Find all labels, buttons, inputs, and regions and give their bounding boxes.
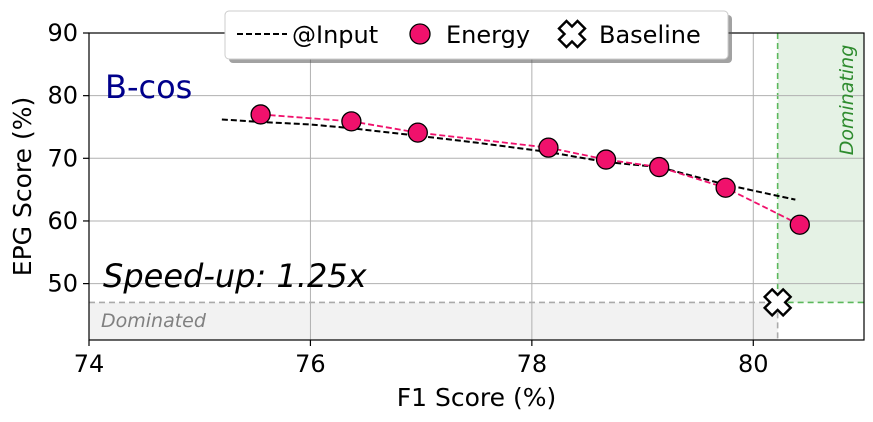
x-tick-label: 74 [74, 350, 105, 378]
dominating-label: Dominating [836, 45, 858, 156]
series-layer [221, 104, 810, 318]
energy-point [789, 214, 810, 235]
legend-energy-swatch [409, 23, 431, 45]
dominating-region [777, 33, 864, 303]
baseline-point [762, 287, 793, 318]
legend-baseline-label: Baseline [599, 21, 701, 49]
legend-baseline-swatch [557, 19, 587, 49]
legend-box [224, 10, 729, 60]
y-tick-label: 80 [47, 82, 78, 110]
energy-series-line [260, 113, 801, 226]
energy-point [715, 177, 736, 198]
energy-point [341, 111, 362, 132]
energy-point [407, 122, 428, 143]
dominated-region [89, 302, 778, 340]
x-axis-title: F1 Score (%) [397, 383, 556, 412]
y-tick-label: 90 [47, 19, 78, 47]
y-axis-title: EPG Score (%) [8, 97, 37, 276]
energy-point [649, 156, 670, 178]
legend-energy-label: Energy [446, 21, 530, 49]
energy-point [250, 104, 271, 125]
regions-layer [89, 33, 864, 340]
x-tick-label: 76 [295, 350, 326, 378]
legend-input-label: @Input [292, 21, 378, 49]
ticks-layer: 74 76 78 80 50 60 70 80 90 [47, 19, 768, 378]
y-tick-label: 60 [47, 207, 78, 235]
energy-point [538, 137, 559, 158]
x-tick-label: 78 [517, 350, 548, 378]
energy-point [595, 149, 617, 170]
labels-layer: F1 Score (%) EPG Score (%) B-cos Speed-up: … [8, 45, 858, 412]
y-tick-label: 70 [47, 144, 78, 172]
y-tick-label: 50 [47, 270, 78, 298]
speedup-label: Speed-up: 1.25x [103, 257, 368, 295]
input-series-line [221, 118, 796, 201]
x-tick-label: 80 [738, 350, 769, 378]
dominated-label: Dominated [101, 310, 207, 332]
legend: @Input Energy Baseline [224, 10, 732, 63]
model-label: B-cos [105, 68, 192, 106]
